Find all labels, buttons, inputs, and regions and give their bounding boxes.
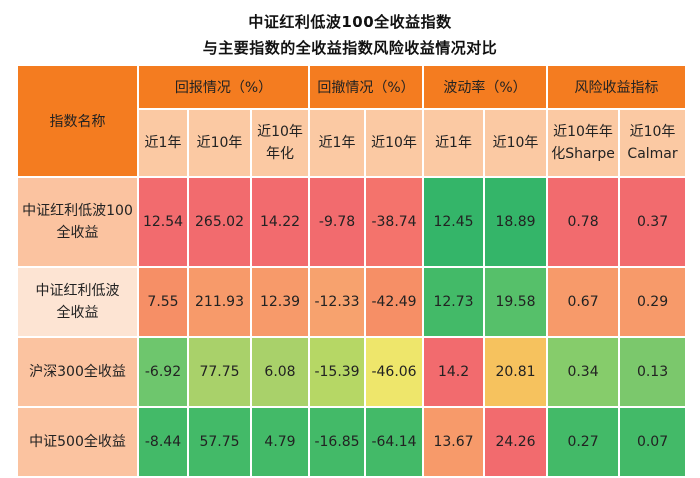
table-cell: 14.22 <box>249 176 311 268</box>
table-cell: -8.44 <box>137 406 189 478</box>
table-cell: 57.75 <box>187 406 252 478</box>
row-label: 沪深300全收益 <box>16 336 139 408</box>
table-cell: 0.27 <box>546 406 621 478</box>
subheader: 近10年 Calmar <box>618 108 688 178</box>
group-volatility-header: 波动率（%） <box>422 64 549 110</box>
table-cell: 20.81 <box>483 336 549 408</box>
table-cell: -12.33 <box>308 266 367 338</box>
table-cell: 12.54 <box>137 176 189 268</box>
group-drawdown-header: 回撤情况（%） <box>308 64 425 110</box>
table-cell: 265.02 <box>187 176 252 268</box>
table-cell: 12.39 <box>249 266 311 338</box>
table-cell: 0.29 <box>618 266 688 338</box>
subheader: 近10年年 化Sharpe <box>546 108 621 178</box>
table-row: 中证红利低波 全收益 7.55 211.93 12.39 -12.33 -42.4… <box>16 266 688 338</box>
subheader: 近10年 <box>483 108 549 178</box>
table-cell: -16.85 <box>308 406 367 478</box>
index-name-header: 指数名称 <box>16 64 139 178</box>
table-cell: 0.13 <box>618 336 688 408</box>
table-cell: 6.08 <box>249 336 311 408</box>
table-cell: 18.89 <box>483 176 549 268</box>
table-cell: 12.73 <box>422 266 486 338</box>
table-cell: 12.45 <box>422 176 486 268</box>
subheader: 近1年 <box>308 108 367 178</box>
table-cell: 211.93 <box>187 266 252 338</box>
table-cell: -46.06 <box>364 336 425 408</box>
subheader: 近1年 <box>422 108 486 178</box>
table-cell: 0.37 <box>618 176 688 268</box>
table-row: 沪深300全收益 -6.92 77.75 6.08 -15.39 -46.06 … <box>16 336 688 408</box>
row-label: 中证500全收益 <box>16 406 139 478</box>
page-title: 中证红利低波100全收益指数 <box>248 13 452 31</box>
table-cell: 19.58 <box>483 266 549 338</box>
table-cell: 4.79 <box>249 406 311 478</box>
table-cell: 7.55 <box>137 266 189 338</box>
table-cell: 0.67 <box>546 266 621 338</box>
group-risk-return-header: 风险收益指标 <box>546 64 688 110</box>
table-cell: 0.34 <box>546 336 621 408</box>
table-cell: -38.74 <box>364 176 425 268</box>
table-cell: 13.67 <box>422 406 486 478</box>
table-cell: -64.14 <box>364 406 425 478</box>
table-cell: -6.92 <box>137 336 189 408</box>
group-return-header: 回报情况（%） <box>136 64 311 110</box>
table-row: 中证500全收益 -8.44 57.75 4.79 -16.85 -64.14 … <box>16 406 688 478</box>
subheader: 近10年 <box>364 108 425 178</box>
table-cell: 14.2 <box>422 336 486 408</box>
table-cell: 0.07 <box>618 406 688 478</box>
table-cell: -9.78 <box>308 176 367 268</box>
table-cell: 24.26 <box>483 406 549 478</box>
row-label: 中证红利低波100 全收益 <box>16 176 139 268</box>
page-subtitle: 与主要指数的全收益指数风险收益情况对比 <box>202 39 498 57</box>
table-row: 中证红利低波100 全收益 12.54 265.02 14.22 -9.78 -3… <box>16 176 688 268</box>
row-label: 中证红利低波 全收益 <box>16 266 139 338</box>
subheader: 近1年 <box>137 108 189 178</box>
table-cell: 77.75 <box>187 336 252 408</box>
table-cell: 0.78 <box>546 176 621 268</box>
table-cell: -15.39 <box>308 336 367 408</box>
subheader: 近10年 <box>187 108 252 178</box>
table-cell: -42.49 <box>364 266 425 338</box>
subheader: 近10年 年化 <box>249 108 311 178</box>
comparison-table: 指数名称 回报情况（%） 回撤情况（%） 波动率（%） 风险收益指标 近1年 近… <box>16 64 688 478</box>
